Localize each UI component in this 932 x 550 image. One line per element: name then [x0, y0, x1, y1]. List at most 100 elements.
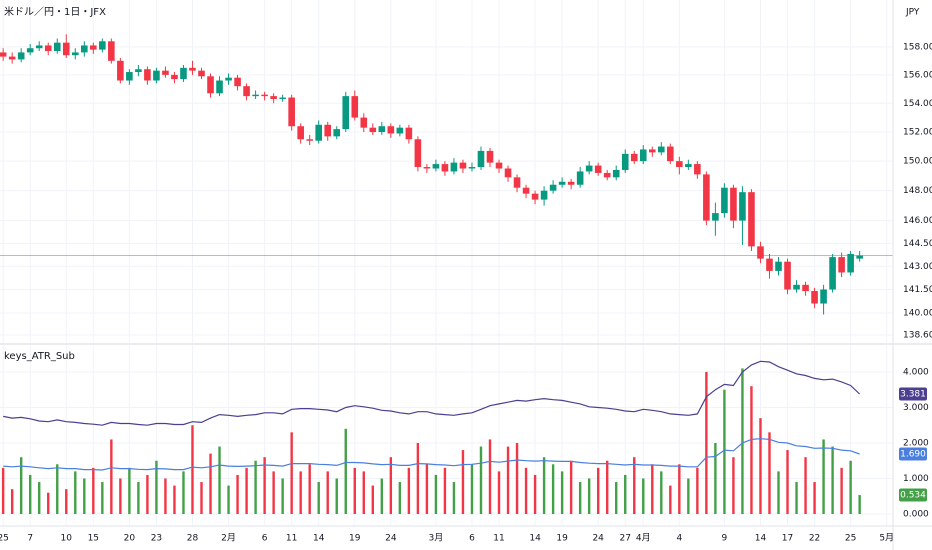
plot-layer — [0, 0, 893, 525]
x-tick-label: 11 — [493, 534, 504, 544]
atr-bar — [83, 478, 86, 514]
atr-bar — [434, 474, 438, 514]
candle-body — [522, 187, 530, 194]
atr-bar — [786, 450, 789, 514]
value-badge — [899, 447, 927, 461]
candle-body — [730, 187, 737, 221]
candle-body — [657, 146, 665, 153]
atr-bar — [687, 478, 690, 514]
x-tick-label: 15 — [88, 534, 99, 544]
candle-body — [17, 52, 25, 60]
atr-bar — [92, 467, 95, 514]
candle-body — [721, 187, 728, 214]
atr-bar — [209, 453, 212, 514]
x-tick-label: 23 — [151, 534, 162, 544]
x-tick-label: 11 — [286, 534, 297, 544]
x-tick-label: 24 — [385, 534, 397, 544]
y-tick-label: 141.500 — [903, 285, 932, 295]
atr-bar — [317, 482, 320, 514]
atr-bar — [452, 482, 456, 514]
atr-bar — [10, 489, 14, 514]
atr-bar — [425, 464, 429, 514]
atr-bar — [705, 371, 708, 514]
candle-body — [567, 181, 575, 185]
candle-body — [441, 164, 449, 172]
candle-body — [531, 193, 539, 200]
atr-bar — [858, 495, 861, 514]
candle-body — [793, 284, 800, 290]
candle-body — [667, 146, 674, 162]
atr-bar — [596, 467, 600, 514]
candle-body — [189, 67, 196, 71]
atr-bar — [569, 460, 573, 514]
candle-body — [477, 150, 485, 168]
candle-body — [333, 129, 341, 137]
atr-bar — [416, 442, 420, 514]
y-tick-label: 3.000 — [903, 403, 929, 413]
y-tick-label: 144.500 — [903, 239, 932, 249]
candle-body — [8, 56, 16, 60]
atr-bar — [849, 460, 852, 514]
atr-bar — [741, 368, 744, 514]
atr-bar — [254, 460, 257, 514]
atr-bar — [759, 418, 762, 514]
atr-bar — [74, 471, 77, 514]
candle-body — [585, 165, 593, 172]
atr-bar — [678, 464, 681, 514]
atr-bar — [822, 439, 825, 514]
atr-bar — [542, 457, 546, 514]
x-tick-label: 28 — [187, 534, 199, 544]
candle-body — [387, 126, 395, 134]
x-tick-label: 4 — [676, 534, 682, 544]
candle-body — [396, 127, 404, 134]
atr-bar — [479, 446, 483, 514]
candle-body — [297, 126, 304, 140]
atr-bar — [38, 482, 41, 514]
y-tick-label: 1.000 — [903, 474, 929, 484]
candle-body — [576, 171, 584, 185]
x-tick-label: 22 — [809, 534, 820, 544]
atr-bar — [236, 474, 239, 514]
candle-body — [270, 96, 277, 99]
atr-bar — [723, 389, 726, 514]
atr-bar — [515, 442, 519, 514]
x-tick-label: 19 — [556, 534, 568, 544]
atr-bar — [768, 432, 771, 514]
candle-body — [811, 291, 818, 304]
atr-bar — [362, 471, 365, 514]
atr-bar — [633, 457, 636, 514]
atr-bar — [245, 467, 248, 514]
atr-bar — [1, 467, 5, 514]
atr-bar — [615, 482, 618, 514]
atr-bar — [642, 478, 645, 514]
atr-bar — [326, 471, 329, 514]
candle-body — [342, 96, 350, 130]
atr-bar — [696, 467, 699, 514]
atr-bar — [777, 471, 780, 514]
candle-body — [360, 117, 368, 128]
atr-bar — [804, 457, 807, 514]
atr-bar — [65, 489, 68, 514]
currency-label: JPY — [905, 8, 920, 18]
atr-bar — [110, 439, 113, 514]
atr-bar — [813, 482, 816, 514]
candle-body — [603, 172, 611, 178]
atr-bar — [227, 485, 230, 514]
candle-body — [802, 284, 809, 292]
value-badge-label: 1.690 — [900, 449, 926, 459]
candle-body — [243, 86, 250, 97]
candle-body — [468, 167, 476, 169]
candle-body — [414, 139, 422, 168]
atr-bar — [218, 446, 221, 514]
y-tick-label: 138.600 — [903, 331, 932, 341]
candle-body — [198, 70, 205, 77]
candle-body — [766, 258, 773, 271]
atr-bar — [164, 478, 167, 514]
x-tick-label: 14 — [755, 534, 767, 544]
candle-body — [594, 165, 602, 173]
y-tick-label: 143.000 — [903, 262, 932, 272]
candle-body — [324, 124, 332, 137]
atr-bar — [281, 478, 284, 514]
atr-bar — [587, 478, 591, 514]
